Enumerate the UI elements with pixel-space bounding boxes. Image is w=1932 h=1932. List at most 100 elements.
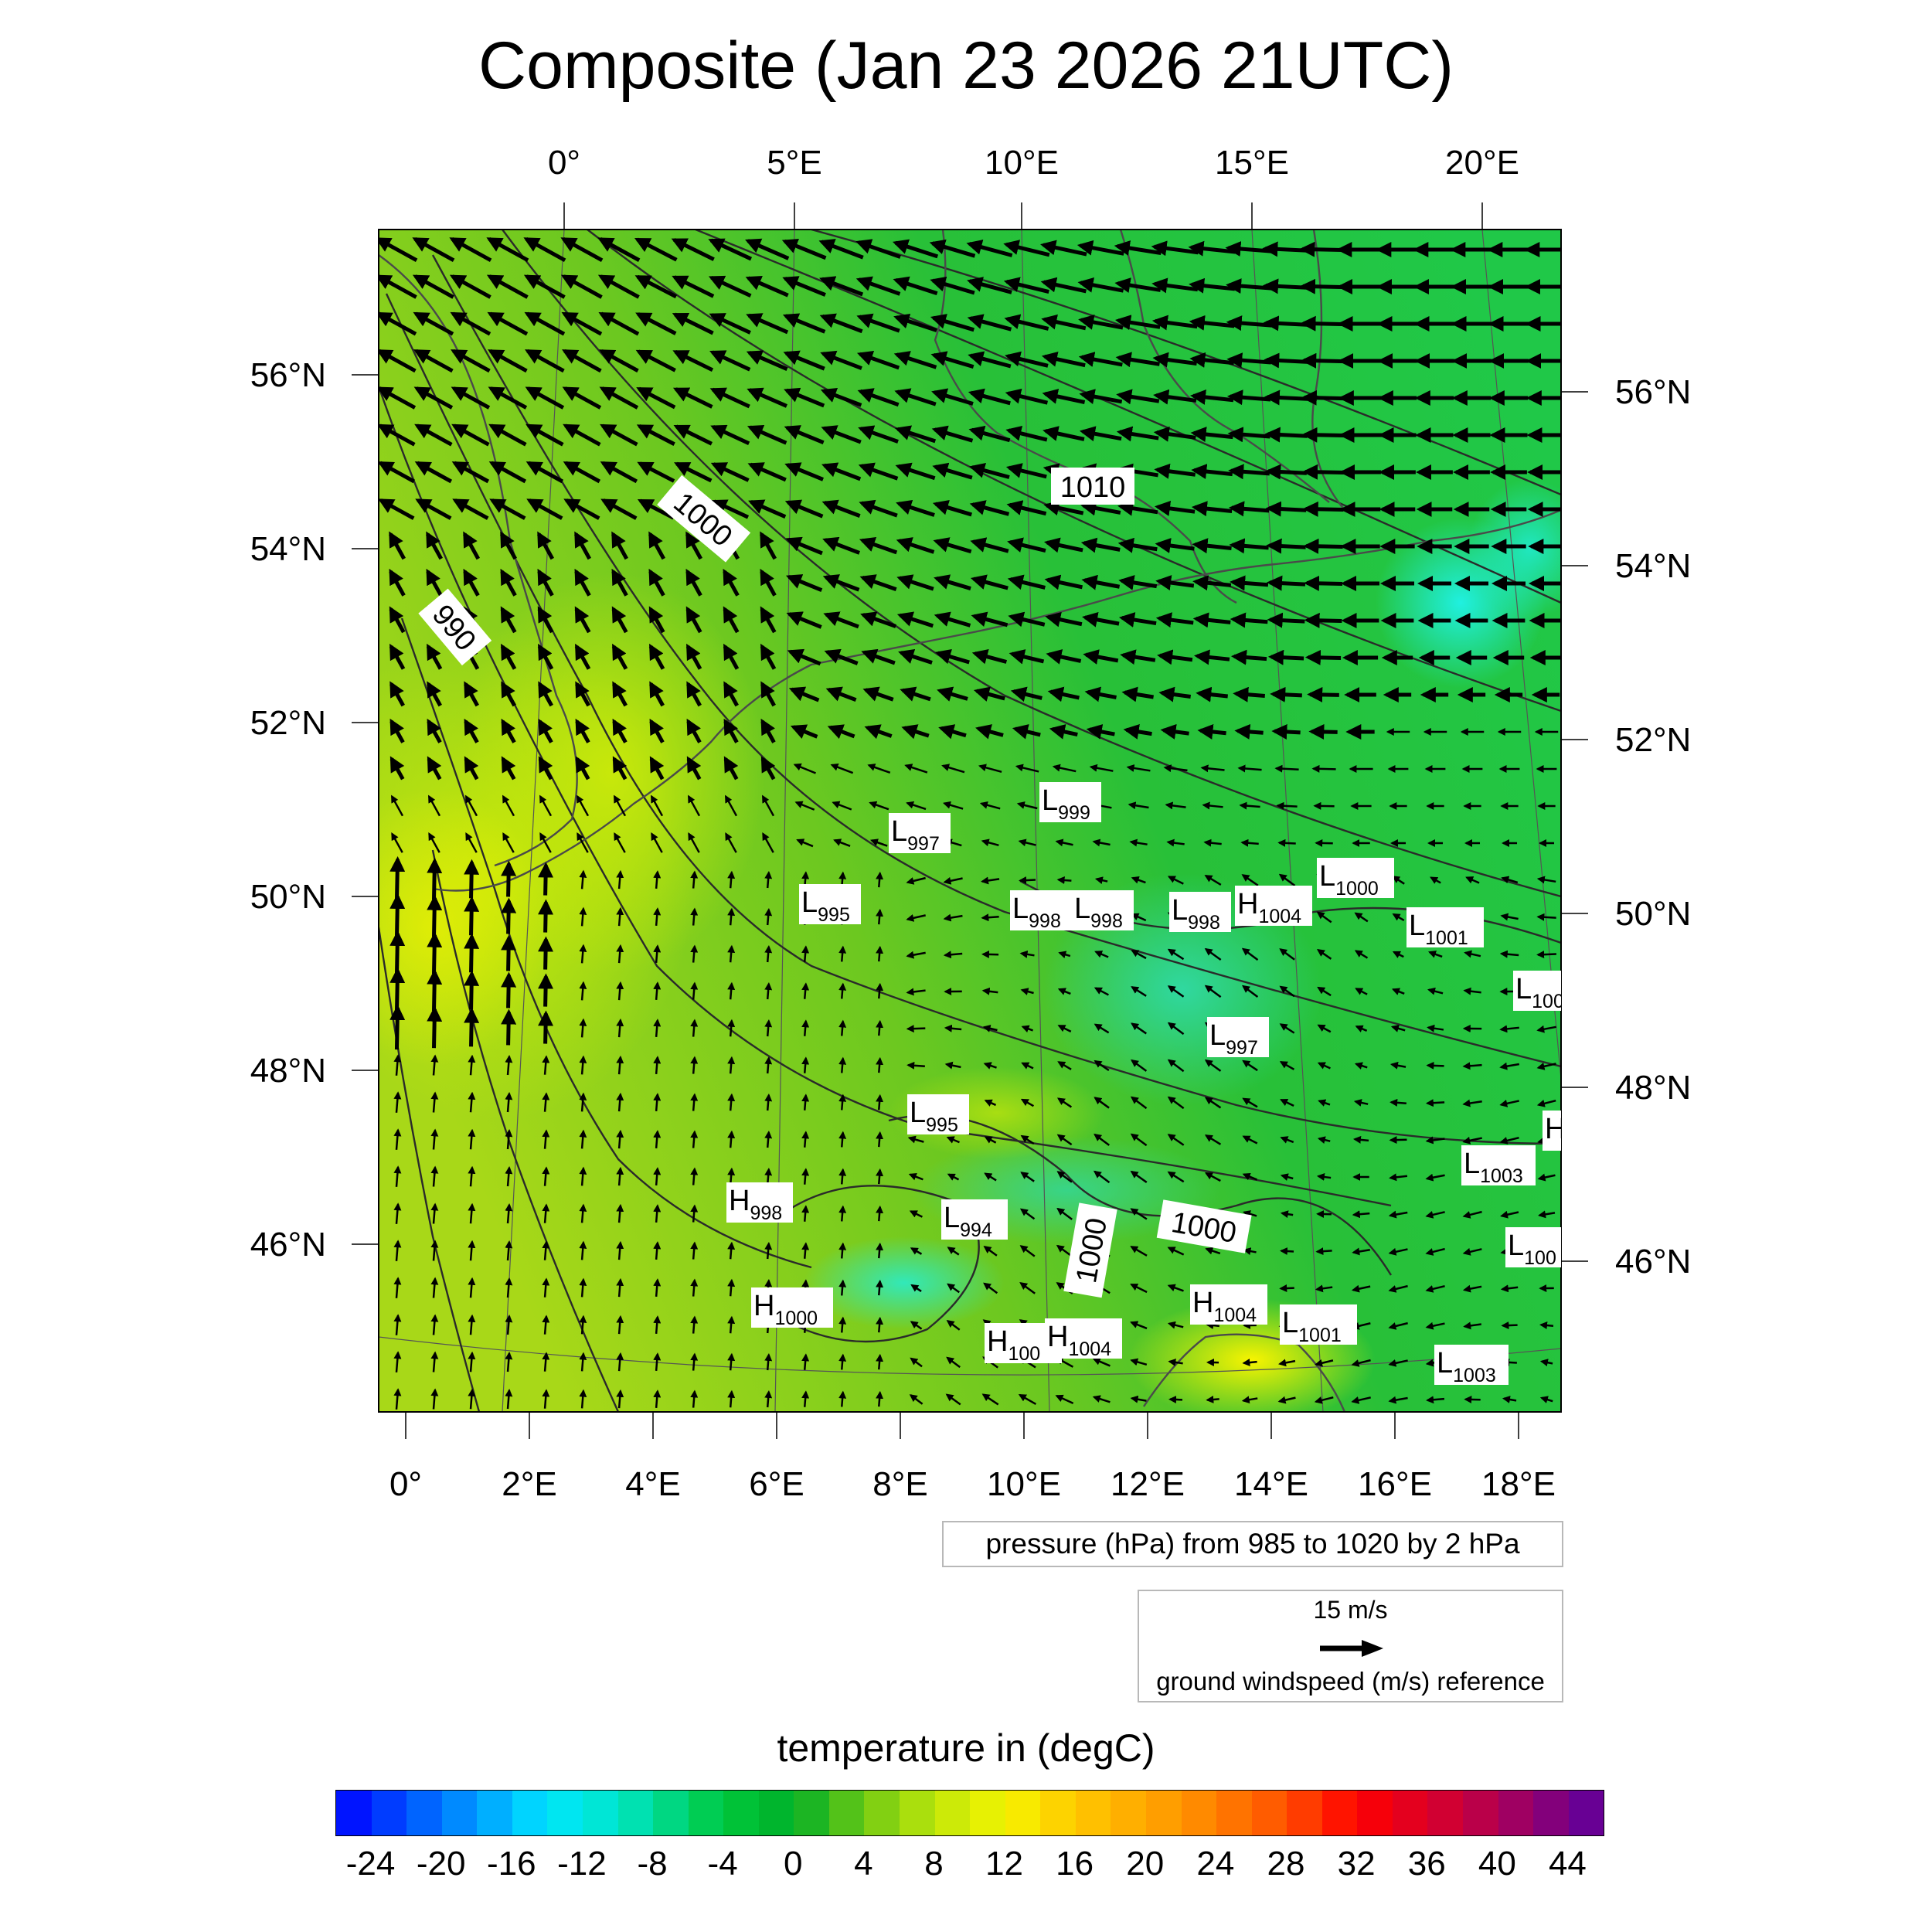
wind-arrow: [973, 686, 1005, 702]
bottom-lon-label: 18°E: [1481, 1465, 1556, 1503]
wind-arrow: [1392, 913, 1405, 922]
colorbar-swatch: [336, 1791, 372, 1835]
wind-arrow: [746, 313, 789, 335]
svg-text:H100: H100: [987, 1325, 1040, 1365]
wind-arrow: [389, 1004, 406, 1050]
wind-arrow: [1279, 985, 1295, 998]
svg-text:L1001: L1001: [1282, 1307, 1342, 1346]
wind-arrow: [597, 274, 640, 299]
wind-arrow: [1237, 764, 1262, 773]
wind-arrow: [838, 1168, 847, 1185]
wind-arrow: [1462, 1062, 1482, 1070]
wind-arrow: [414, 461, 453, 484]
wind-arrow: [393, 1388, 402, 1410]
wind-arrow: [1012, 724, 1041, 740]
wind-arrow: [1131, 876, 1146, 884]
wind-arrow: [1267, 649, 1304, 665]
wind-arrow: [819, 313, 863, 334]
wind-arrow: [537, 606, 554, 634]
colorbar-swatch: [900, 1791, 935, 1835]
wind-arrow: [616, 1203, 624, 1223]
wind-arrow: [1277, 1396, 1296, 1404]
wind-arrow: [1351, 1396, 1371, 1404]
wind-arrow: [1094, 951, 1109, 958]
wind-arrow: [900, 686, 931, 702]
wind-arrow: [542, 1129, 550, 1149]
wind-arrow: [1241, 1396, 1258, 1404]
wind-arrow: [1021, 1025, 1034, 1033]
wind-arrow: [1536, 951, 1556, 959]
wind-arrow: [858, 425, 899, 444]
wind-arrow: [784, 425, 825, 444]
wind-arrow: [1130, 1096, 1148, 1110]
wind-arrow: [690, 1056, 699, 1074]
colorbar-title: temperature in (degC): [777, 1726, 1155, 1770]
wind-arrow: [969, 463, 1010, 479]
wind-arrow: [1355, 1025, 1368, 1032]
wind-arrow: [614, 832, 626, 853]
wind-arrow: [579, 1389, 587, 1409]
wind-arrow: [579, 1092, 587, 1112]
wind-arrow: [801, 1242, 810, 1259]
wind-arrow: [1230, 575, 1269, 591]
wind-arrow: [984, 1136, 997, 1144]
wind-arrow: [1167, 1247, 1185, 1256]
wind-arrow: [1425, 1284, 1445, 1293]
wind-arrow: [1094, 876, 1108, 885]
wind-arrow: [576, 794, 590, 817]
wind-arrow: [896, 537, 935, 554]
wind-arrow: [1191, 501, 1233, 517]
wind-arrow: [538, 756, 553, 781]
wind-arrow: [727, 1019, 736, 1037]
wind-arrow: [1056, 1097, 1073, 1108]
wind-arrow: [1020, 988, 1034, 995]
wind-arrow: [727, 944, 736, 963]
wind-arrow: [838, 1056, 847, 1073]
wind-arrow: [505, 1166, 513, 1187]
wind-arrow: [1167, 1321, 1184, 1329]
wind-arrow: [760, 718, 776, 743]
wind-arrow: [727, 1056, 736, 1074]
wind-arrow: [462, 531, 481, 560]
wind-arrow: [793, 763, 816, 774]
wind-arrow: [1242, 1172, 1257, 1181]
wind-arrow: [379, 423, 416, 447]
wind-arrow: [983, 1062, 997, 1070]
wind-arrow: [616, 944, 624, 964]
wind-arrow: [1300, 315, 1346, 332]
wind-arrow: [1007, 537, 1046, 553]
wind-arrow: [896, 611, 934, 628]
wind-arrow: [536, 531, 555, 560]
wind-arrow: [1315, 1359, 1334, 1367]
colorbar-swatch: [1181, 1791, 1217, 1835]
wind-arrow: [690, 944, 699, 963]
wind-arrow: [468, 1240, 476, 1261]
wind-arrow: [574, 606, 591, 634]
wind-arrow: [970, 574, 1009, 590]
svg-text:L1003: L1003: [1464, 1148, 1523, 1187]
wind-arrow: [1230, 612, 1268, 628]
wind-arrow: [727, 1278, 736, 1297]
wind-arrow: [801, 1056, 810, 1073]
wind-arrow: [801, 1168, 810, 1185]
colorbar-swatch: [864, 1791, 900, 1835]
wind-arrow: [859, 499, 898, 518]
wind-arrow: [801, 945, 810, 962]
wind-arrow: [1167, 1284, 1184, 1292]
wind-arrow: [1315, 1284, 1333, 1293]
pressure-center-low: L994: [941, 1199, 1008, 1241]
wind-arrow: [464, 896, 480, 936]
wind-arrow: [1094, 1060, 1110, 1072]
wind-arrow: [579, 944, 587, 964]
wind-arrow: [1233, 686, 1265, 702]
wind-arrow: [1426, 1396, 1445, 1404]
wind-arrow: [468, 1091, 476, 1113]
wind-arrow: [501, 718, 516, 743]
wind-arrow: [500, 568, 517, 597]
wind-arrow: [637, 498, 675, 520]
wind-arrow: [1082, 611, 1120, 628]
wind-arrow: [1155, 538, 1195, 553]
wind-arrow: [579, 981, 587, 1001]
wind-arrow: [687, 794, 701, 817]
wind-arrow: [934, 574, 971, 590]
